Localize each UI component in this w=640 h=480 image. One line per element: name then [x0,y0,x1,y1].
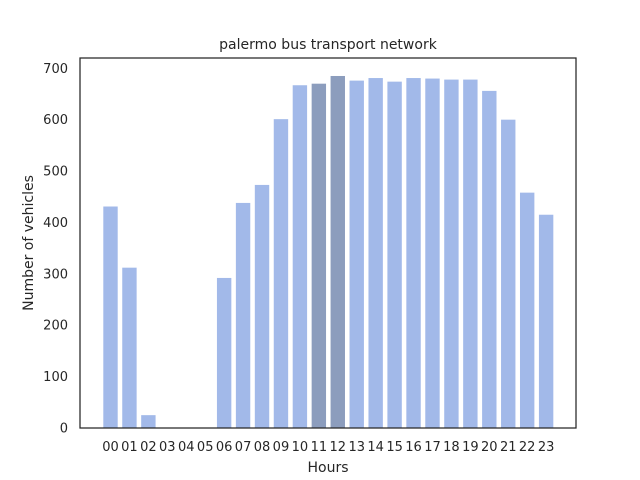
x-tick-label-13: 13 [348,440,365,455]
y-tick-label-500: 500 [43,165,68,180]
y-tick-label-700: 700 [43,62,68,77]
bar-01 [122,267,137,428]
x-tick-label-00: 00 [102,440,119,455]
bar-14 [368,78,383,428]
x-tick-label-06: 06 [216,440,233,455]
bars-group [103,75,554,429]
x-tick-label-20: 20 [481,440,498,455]
x-tick-label-02: 02 [140,440,157,455]
y-tick-label-100: 100 [43,370,68,385]
x-tick-label-21: 21 [500,440,517,455]
x-tick-label-09: 09 [273,440,290,455]
y-tick-label-400: 400 [43,216,68,231]
bar-10 [292,85,308,429]
x-tick-label-17: 17 [424,440,441,455]
x-tick-label-11: 11 [311,440,328,455]
y-axis-label: Number of vehicles [21,175,37,311]
x-tick-label-07: 07 [235,440,252,455]
bar-20 [482,90,497,428]
x-tick-label-22: 22 [519,440,536,455]
chart-title: palermo bus transport network [219,37,438,53]
x-axis-label: Hours [307,460,348,476]
x-tick-label-14: 14 [367,440,384,455]
y-tick-label-600: 600 [43,113,68,128]
bar-06 [216,277,232,428]
bar-13 [349,80,364,429]
bar-11 [311,83,327,428]
bar-07 [235,202,251,428]
bar-18 [444,79,459,428]
x-tick-label-23: 23 [538,440,555,455]
bar-19 [463,79,478,428]
x-tick-label-15: 15 [386,440,403,455]
x-tick-label-12: 12 [330,440,347,455]
x-tick-label-05: 05 [197,440,214,455]
plot-frame [79,57,577,429]
bar-00 [103,206,118,428]
y-tick-label-300: 300 [43,267,68,282]
bar-22 [519,192,535,428]
bar-16 [406,78,421,428]
x-tick-label-03: 03 [159,440,176,455]
x-tick-label-04: 04 [178,440,195,455]
x-tick-label-08: 08 [254,440,271,455]
bar-17 [425,78,440,428]
y-axis-ticks: 0 100 200 300 400 500 600 700 [43,62,68,437]
x-tick-label-10: 10 [292,440,309,455]
bar-02 [141,415,156,428]
x-tick-label-18: 18 [443,440,460,455]
x-tick-label-01: 01 [121,440,138,455]
bar-12 [330,75,345,429]
x-tick-label-19: 19 [462,440,479,455]
bar-21 [501,119,516,429]
y-tick-label-0: 0 [60,422,68,437]
x-axis-ticks: 00 01 02 03 04 05 06 07 08 09 10 11 12 13 14 15 16 17 18 19… [102,440,554,455]
bar-09 [273,119,289,429]
bar-08 [254,184,270,428]
x-tick-label-16: 16 [405,440,422,455]
y-tick-label-200: 200 [43,319,68,334]
bar-15 [387,81,402,428]
bar-23 [538,214,554,428]
